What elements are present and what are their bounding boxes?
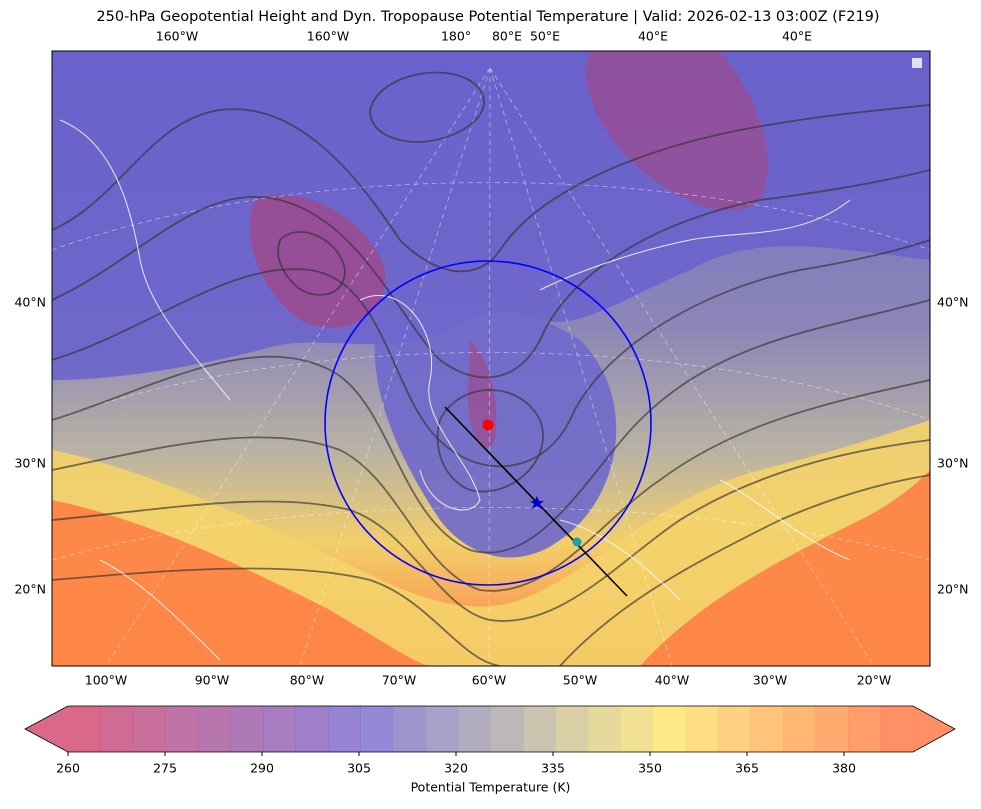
colorbar-segment [425,706,459,752]
colorbar-segment [620,706,654,752]
colorbar-segment [653,706,686,752]
legend-box [912,58,922,68]
bottom-lon-label: 90°W [195,673,230,688]
bottom-lon-label: 70°W [382,673,417,688]
top-lon-label: 80°E [492,29,522,44]
right-lat-label: 20°N [937,582,969,597]
colorbar-tick-label: 305 [347,761,371,776]
colorbar-tick-label: 380 [832,761,856,776]
bottom-lon-label: 100°W [85,673,127,688]
colorbar: 260 275 290 305 320 335 350 365 380 Potential Tem… [24,705,956,795]
top-lon-label: 160°W [307,29,349,44]
colorbar-segment [588,706,621,752]
bottom-lon-label: 50°W [563,673,598,688]
hot-region-east [640,470,930,666]
search-circle [324,260,652,586]
colorbar-tick-label: 365 [735,761,759,776]
colorbar-segment [783,706,816,752]
colorbar-segment [685,706,719,752]
colorbar-segment [393,706,426,752]
low-center-marker [482,419,494,431]
low-theta-west [250,194,386,328]
colorbar-segment [230,706,264,752]
colorbar-segment [295,706,329,752]
left-lat-label: 30°N [14,456,46,471]
chart-title: 250-hPa Geopotential Height and Dyn. Tro… [96,9,879,25]
colorbar-tick-label: 275 [153,761,177,776]
coastlines [59,119,851,661]
colorbar-tick-label: 335 [541,761,565,776]
colorbar-segment [263,706,296,752]
colorbar-segment [458,706,491,752]
low-theta-north [586,51,768,211]
colorbar-segment [750,706,784,752]
star-marker [530,496,544,509]
map-area [52,51,930,666]
colorbar-segment [555,706,589,752]
bottom-lon-label: 30°W [753,673,788,688]
axis-labels: 160°W 160°W 180° 80°E 50°E 40°E 40°E 40°N 30°N 20… [14,29,968,688]
top-lon-label: 160°W [156,29,198,44]
colorbar-tick-label: 290 [250,761,274,776]
bottom-lon-label: 20°W [857,673,892,688]
colorbar-segment [880,706,914,752]
colorbar-segment [165,706,199,752]
colorbar-segment [360,706,394,752]
colorbar-tick-label: 320 [444,761,468,776]
colorbar-segment [718,706,751,752]
height-contours [52,71,930,666]
colorbar-label: Potential Temperature (K) [411,780,571,795]
colorbar-segment [815,706,849,752]
hot-region-west [52,500,430,666]
colorbar-segment [100,706,134,752]
colorbar-segment [328,706,361,752]
left-lat-label: 40°N [14,295,46,310]
graticule [52,67,930,666]
left-lat-label: 20°N [14,582,46,597]
bottom-lon-label: 40°W [655,673,690,688]
top-lon-label: 50°E [530,29,560,44]
bottom-lon-label: 60°W [472,673,507,688]
top-lon-label: 40°E [782,29,812,44]
colorbar-extend-low [25,706,68,752]
colorbar-tick-label: 260 [56,761,80,776]
colorbar-segment [68,706,101,752]
right-lat-label: 30°N [937,456,969,471]
colorbar-segment [133,706,166,752]
top-lon-label: 180° [441,29,471,44]
colorbar-tick-label: 350 [638,761,662,776]
colorbar-segment [848,706,881,752]
colorbar-segment [490,706,524,752]
right-lat-label: 40°N [937,295,969,310]
colorbar-segment [198,706,231,752]
colorbar-segment [523,706,556,752]
top-lon-label: 40°E [638,29,668,44]
map-frame [51,50,931,667]
colorbar-extend-high [913,706,955,752]
point-marker [572,537,582,547]
bottom-lon-label: 80°W [290,673,325,688]
